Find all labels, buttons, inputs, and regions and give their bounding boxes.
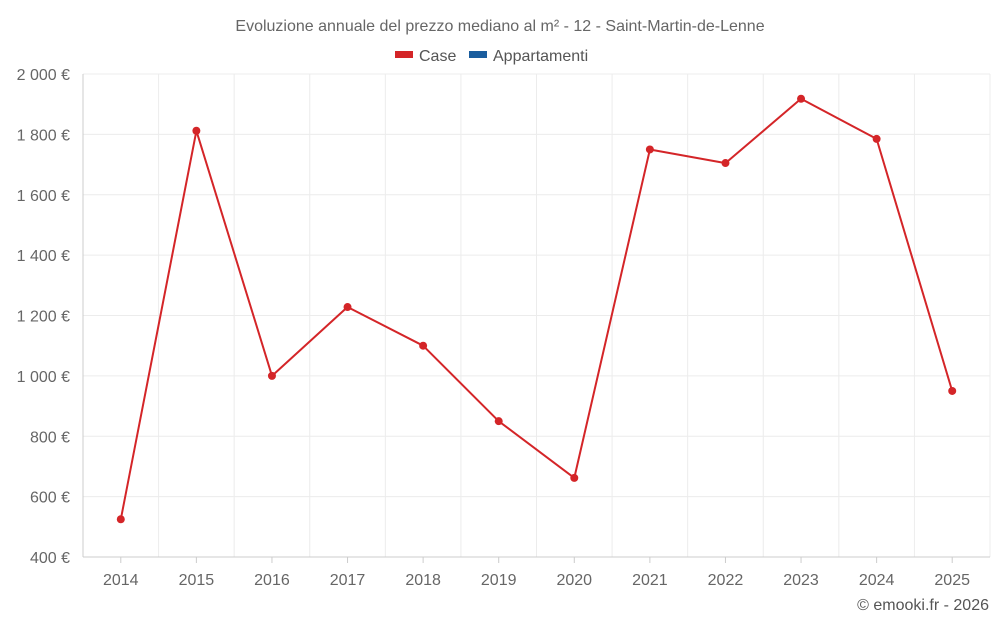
legend-swatch-0 — [395, 51, 413, 58]
x-axis: 2014 2015 2016 2017 2018 2019 2020 2021 2022 2023… — [103, 557, 970, 589]
legend: Case Appartamenti — [395, 48, 588, 65]
legend-swatch-1 — [469, 51, 487, 58]
data-point-2024[interactable] — [872, 134, 881, 143]
x-tick-label: 2021 — [632, 572, 668, 589]
x-tick-label: 2023 — [783, 572, 819, 589]
y-axis: 400 € 600 € 800 € 1 000 € 1 200 € 1 400 € 1 60… — [17, 67, 70, 567]
x-tick-label: 2014 — [103, 572, 139, 589]
chart-title: Evoluzione annuale del prezzo mediano al… — [235, 18, 764, 35]
credit-text: © emooki.fr - 2026 — [857, 597, 989, 614]
x-tick-label: 2016 — [254, 572, 290, 589]
series-line-case — [119, 97, 954, 520]
legend-label-1[interactable]: Appartamenti — [493, 48, 588, 65]
data-point-2017[interactable] — [343, 303, 352, 312]
x-tick-label: 2017 — [330, 572, 366, 589]
x-tick-label: 2015 — [179, 572, 215, 589]
y-tick-label: 1 200 € — [17, 309, 70, 326]
series-layer — [116, 94, 957, 524]
data-point-2018[interactable] — [419, 341, 428, 350]
data-point-2021[interactable] — [645, 145, 654, 154]
y-tick-label: 1 600 € — [17, 188, 70, 205]
x-tick-label: 2018 — [405, 572, 441, 589]
y-tick-label: 800 € — [30, 429, 70, 446]
y-tick-label: 2 000 € — [17, 67, 70, 84]
data-point-2016[interactable] — [267, 371, 276, 380]
data-point-2019[interactable] — [494, 417, 503, 426]
y-tick-label: 400 € — [30, 550, 70, 567]
data-point-2020[interactable] — [570, 473, 579, 482]
x-tick-label: 2025 — [934, 572, 970, 589]
y-tick-label: 1 000 € — [17, 369, 70, 386]
data-point-2025[interactable] — [948, 386, 957, 395]
legend-label-0[interactable]: Case — [419, 48, 456, 65]
data-point-2022[interactable] — [721, 159, 730, 168]
data-point-2014[interactable] — [116, 515, 125, 524]
grid — [82, 73, 991, 558]
x-tick-label: 2020 — [556, 572, 592, 589]
y-tick-label: 1 400 € — [17, 248, 70, 265]
data-point-2015[interactable] — [192, 126, 201, 135]
x-tick-label: 2019 — [481, 572, 517, 589]
x-tick-label: 2024 — [859, 572, 895, 589]
y-tick-label: 600 € — [30, 490, 70, 507]
y-tick-label: 1 800 € — [17, 127, 70, 144]
data-point-2023[interactable] — [797, 94, 806, 103]
x-tick-label: 2022 — [708, 572, 744, 589]
